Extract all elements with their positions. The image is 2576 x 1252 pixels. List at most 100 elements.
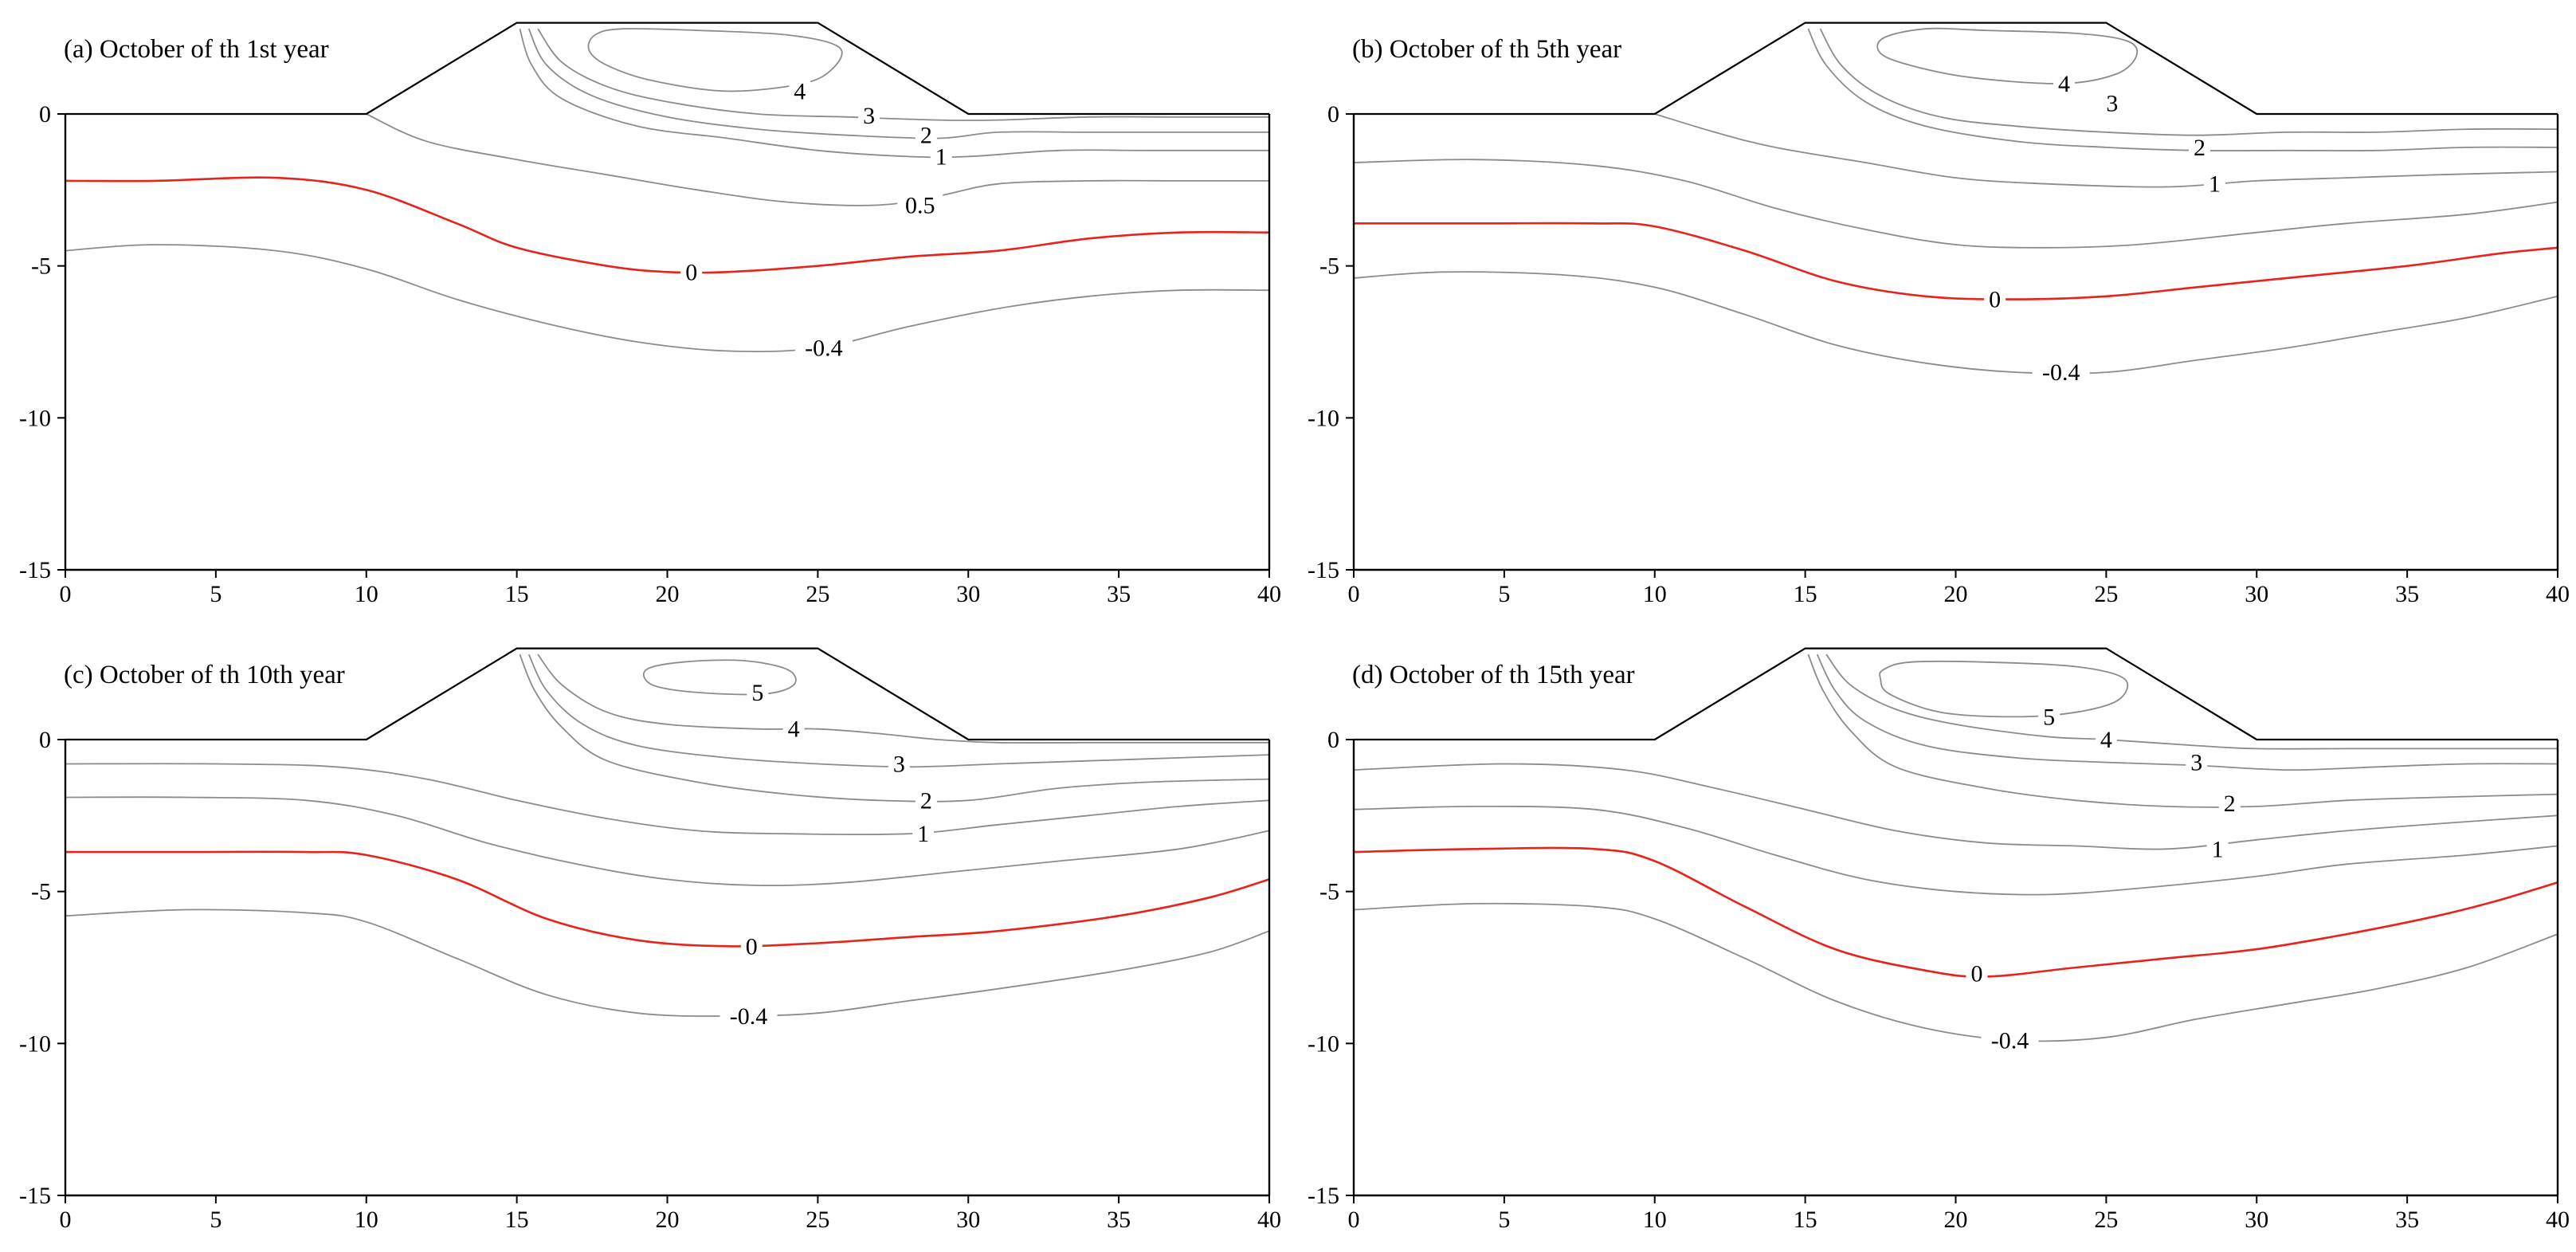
x-tick-label: 10 xyxy=(355,1207,378,1233)
x-tick-label: 20 xyxy=(656,1207,680,1233)
contour-lines: 0 -0.4 12 3 4 xyxy=(1353,27,2558,386)
contour-label: -0.4 xyxy=(2042,359,2080,386)
contour-label: 4 xyxy=(2100,727,2112,753)
y-tick-label: -15 xyxy=(1308,557,1339,583)
contour-line-2 xyxy=(1807,28,2558,151)
x-tick-label: 15 xyxy=(505,1207,529,1233)
x-tick-label: 40 xyxy=(2546,1207,2570,1233)
contour-label-gap xyxy=(782,715,805,740)
panel-a-october-1st-year: (a) October of th 1st year 0 -0.4 0.5 1 2 3 4 0 5… xyxy=(0,0,1288,626)
axes: 0 5 10 15 20 25 30 35 400-5-10-15 xyxy=(1308,727,2570,1233)
y-tick-label: 0 xyxy=(39,727,51,753)
contour-label-gap xyxy=(2206,835,2229,860)
y-tick-label: 0 xyxy=(1327,727,1339,753)
contour-label-gap xyxy=(2053,69,2075,94)
panel-title: (c) October of th 10th year xyxy=(64,661,345,689)
contour-line-5 xyxy=(642,659,797,696)
contour-line-3 xyxy=(527,653,1270,768)
contour-label-gap xyxy=(2032,359,2090,383)
y-tick-label: 0 xyxy=(39,101,51,128)
y-tick-label: 0 xyxy=(1327,101,1339,128)
x-tick-label: 35 xyxy=(1107,581,1131,607)
embankment-outline xyxy=(1354,22,2558,116)
contour-line-3 xyxy=(1819,28,2558,136)
embankment-outline xyxy=(1354,647,2558,741)
contour-label: 2 xyxy=(2194,135,2205,161)
contour-line-4 xyxy=(1876,27,2139,84)
contour-label: 2 xyxy=(920,787,932,814)
contour-label-gap xyxy=(747,678,769,703)
contour-line-neg0p4 xyxy=(1353,271,2558,375)
contour-label: 1 xyxy=(917,821,929,847)
x-tick-label: 25 xyxy=(806,581,829,607)
contour-label-gap xyxy=(680,258,703,283)
x-tick-label: 10 xyxy=(1643,581,1667,607)
contour-label-gap xyxy=(2038,703,2060,728)
contour-label: -0.4 xyxy=(730,1003,768,1030)
y-tick-label: -10 xyxy=(1308,405,1339,431)
contour-label: 4 xyxy=(2058,71,2070,97)
x-tick-label: 40 xyxy=(2546,581,2570,607)
y-tick-label: -5 xyxy=(31,879,51,905)
y-tick-label: -10 xyxy=(1308,1030,1339,1057)
contour-label-gap xyxy=(2188,133,2210,158)
contour-line-4 xyxy=(537,653,1269,744)
contour-label: -0.4 xyxy=(1991,1028,2029,1054)
panel-d-october-15th-year: (d) October of th 15th year 0 -0.4 1 2 3 4 5 0 5 1… xyxy=(1288,626,2576,1251)
contour-label-gap xyxy=(2186,748,2208,773)
contour-line-0 xyxy=(1353,846,2558,978)
x-tick-label: 5 xyxy=(210,1207,222,1233)
contour-line-2 xyxy=(519,653,1270,803)
contour-label-gap xyxy=(2203,170,2225,194)
y-tick-label: -15 xyxy=(19,1183,51,1209)
x-tick-label: 35 xyxy=(1107,1207,1131,1233)
embankment-outline xyxy=(65,22,1269,116)
y-tick-label: -5 xyxy=(1319,253,1339,280)
contour-lines: 0 -0.4 0.512 3 4 xyxy=(65,28,1270,362)
x-tick-label: 5 xyxy=(210,581,222,607)
x-tick-label: 35 xyxy=(2395,1207,2419,1233)
contour-label-gap xyxy=(912,820,935,845)
contour-label-gap xyxy=(897,191,943,216)
contour-line-5 xyxy=(1879,660,2129,718)
axes: 0 5 10 15 20 25 30 35 400-5-10-15 xyxy=(19,101,1281,607)
contour-label: 3 xyxy=(863,103,875,129)
x-tick-label: 20 xyxy=(1944,1207,1968,1233)
contour-line-0p5 xyxy=(366,113,1269,206)
contour-line-3 xyxy=(1816,653,2558,771)
contour-line-1 xyxy=(1654,113,2558,188)
contour-label-gap xyxy=(1981,1026,2039,1051)
x-tick-label: 0 xyxy=(1348,581,1360,607)
contour-label-gap xyxy=(858,101,880,126)
contour-line-neg0p4 xyxy=(65,909,1270,1017)
contour-label-gap xyxy=(915,787,937,811)
contour-label: 0 xyxy=(685,259,697,285)
contour-label: 5 xyxy=(751,680,763,706)
x-tick-label: 0 xyxy=(60,1207,72,1233)
contour-label-gap xyxy=(2101,89,2123,114)
contour-line-4 xyxy=(587,28,843,92)
axes: 0 5 10 15 20 25 30 35 400-5-10-15 xyxy=(1308,101,2570,607)
x-tick-label: 40 xyxy=(1257,581,1281,607)
x-tick-label: 5 xyxy=(1498,581,1510,607)
contour-line-1 xyxy=(1353,763,2558,850)
x-tick-label: 20 xyxy=(656,581,680,607)
contour-label: 2 xyxy=(2224,791,2236,817)
contour-label-gap xyxy=(2095,726,2117,750)
contour-label: 4 xyxy=(794,78,806,104)
x-tick-label: 0 xyxy=(60,581,72,607)
contour-label: 3 xyxy=(893,752,905,778)
axes: 0 5 10 15 20 25 30 35 400-5-10-15 xyxy=(19,727,1281,1233)
y-tick-label: -15 xyxy=(1308,1183,1339,1209)
contour-label-gap xyxy=(1984,285,2006,310)
x-tick-label: 15 xyxy=(505,581,529,607)
contour-label-gap xyxy=(740,932,763,957)
contour-chart-d: (d) October of th 15th year 0 -0.4 123 4 5 0 5 1… xyxy=(1308,647,2570,1233)
contour-label: 3 xyxy=(2106,91,2118,117)
x-tick-label: 30 xyxy=(956,1207,980,1233)
contour-label: 0 xyxy=(746,933,758,960)
contour-label-gap xyxy=(1966,960,1988,984)
contour-label: 1 xyxy=(935,143,947,170)
